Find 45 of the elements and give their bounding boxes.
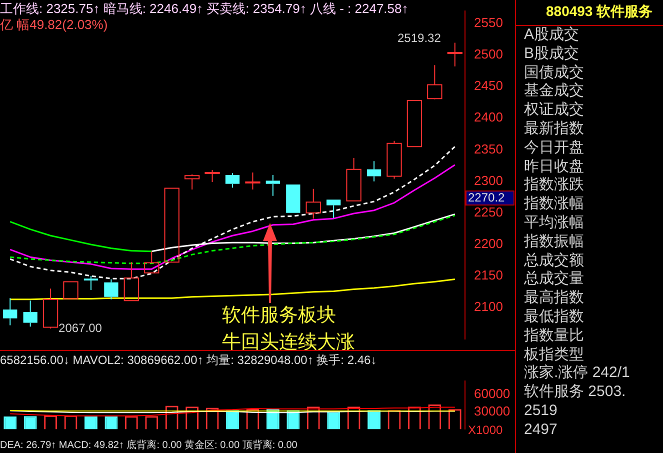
- text: 2270.2: [468, 190, 506, 204]
- y-tick-label: 2400: [474, 110, 503, 125]
- text: 今日开盘: [523, 138, 585, 158]
- text: 最低指数: [523, 308, 585, 327]
- text: B股成交: [523, 44, 580, 64]
- y-tick-label: 2150: [474, 268, 503, 283]
- annotation: 软件服务板块: [222, 304, 337, 328]
- y-tick-label: 60000: [474, 386, 510, 402]
- text: 国债成交: [523, 64, 585, 82]
- y-tick-label: 30000: [474, 403, 510, 418]
- text: A股成交: [523, 26, 580, 45]
- text: 总成交额: [523, 252, 585, 270]
- text: 基金成交: [523, 82, 585, 101]
- text: 2519: [523, 402, 558, 421]
- text: 昨日收盘: [523, 158, 585, 176]
- text: 总成交量: [523, 270, 585, 289]
- y-tick-label: 2450: [474, 78, 503, 94]
- y-tick-label: 2200: [474, 236, 503, 252]
- text: 软件服务 2503.: [523, 383, 627, 402]
- text: 指数量比: [523, 326, 585, 346]
- y-tick-label: 2250: [474, 204, 503, 220]
- y-tick-label: 2550: [474, 15, 503, 30]
- y-tick-label: 2350: [474, 141, 503, 156]
- annotation: 2519.32: [398, 31, 442, 46]
- text: 板指类型: [523, 346, 585, 364]
- chart-title: 6582156.00↓ MAVOL2: 30869662.00↑ 均量: 32829048.00↑ 换手: 2.46↓: [0, 352, 377, 369]
- text: 指数涨幅: [523, 195, 585, 214]
- text: 权证成交: [523, 101, 585, 120]
- text: 指数振幅: [523, 232, 585, 252]
- y-tick-label: 2300: [474, 172, 503, 188]
- text: 2497: [523, 420, 558, 440]
- text: 亿 幅49.82(2.03%): [0, 16, 108, 34]
- chart-title: 工作线: 2325.75↑ 暗马线: 2246.49↑ 买卖线: 2354.79↑ 八线 - : 2247.58↑: [0, 0, 408, 18]
- text: 平均涨幅: [523, 214, 585, 233]
- y-tick-label: 2100: [474, 299, 503, 314]
- text: 880493 软件服务: [516, 0, 663, 26]
- annotation: 牛回头连续大涨: [222, 331, 355, 354]
- annotation: 2067.00: [58, 320, 102, 335]
- text: DEA: 26.79↑ MACD: 49.82↑ 底背离: 0.00 黄金区: 0.00 顶背离: 0.00: [0, 440, 298, 451]
- y-tick-label: 2500: [474, 46, 503, 62]
- y-axis-title: X1000: [468, 423, 503, 437]
- text: 最新指数: [523, 120, 585, 139]
- text: 指数涨跌: [523, 176, 585, 196]
- text: 涨家.涨停 242/1: [523, 364, 631, 384]
- text: 最高指数: [523, 289, 585, 308]
